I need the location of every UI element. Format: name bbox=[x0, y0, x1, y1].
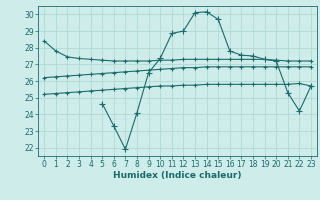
X-axis label: Humidex (Indice chaleur): Humidex (Indice chaleur) bbox=[113, 171, 242, 180]
